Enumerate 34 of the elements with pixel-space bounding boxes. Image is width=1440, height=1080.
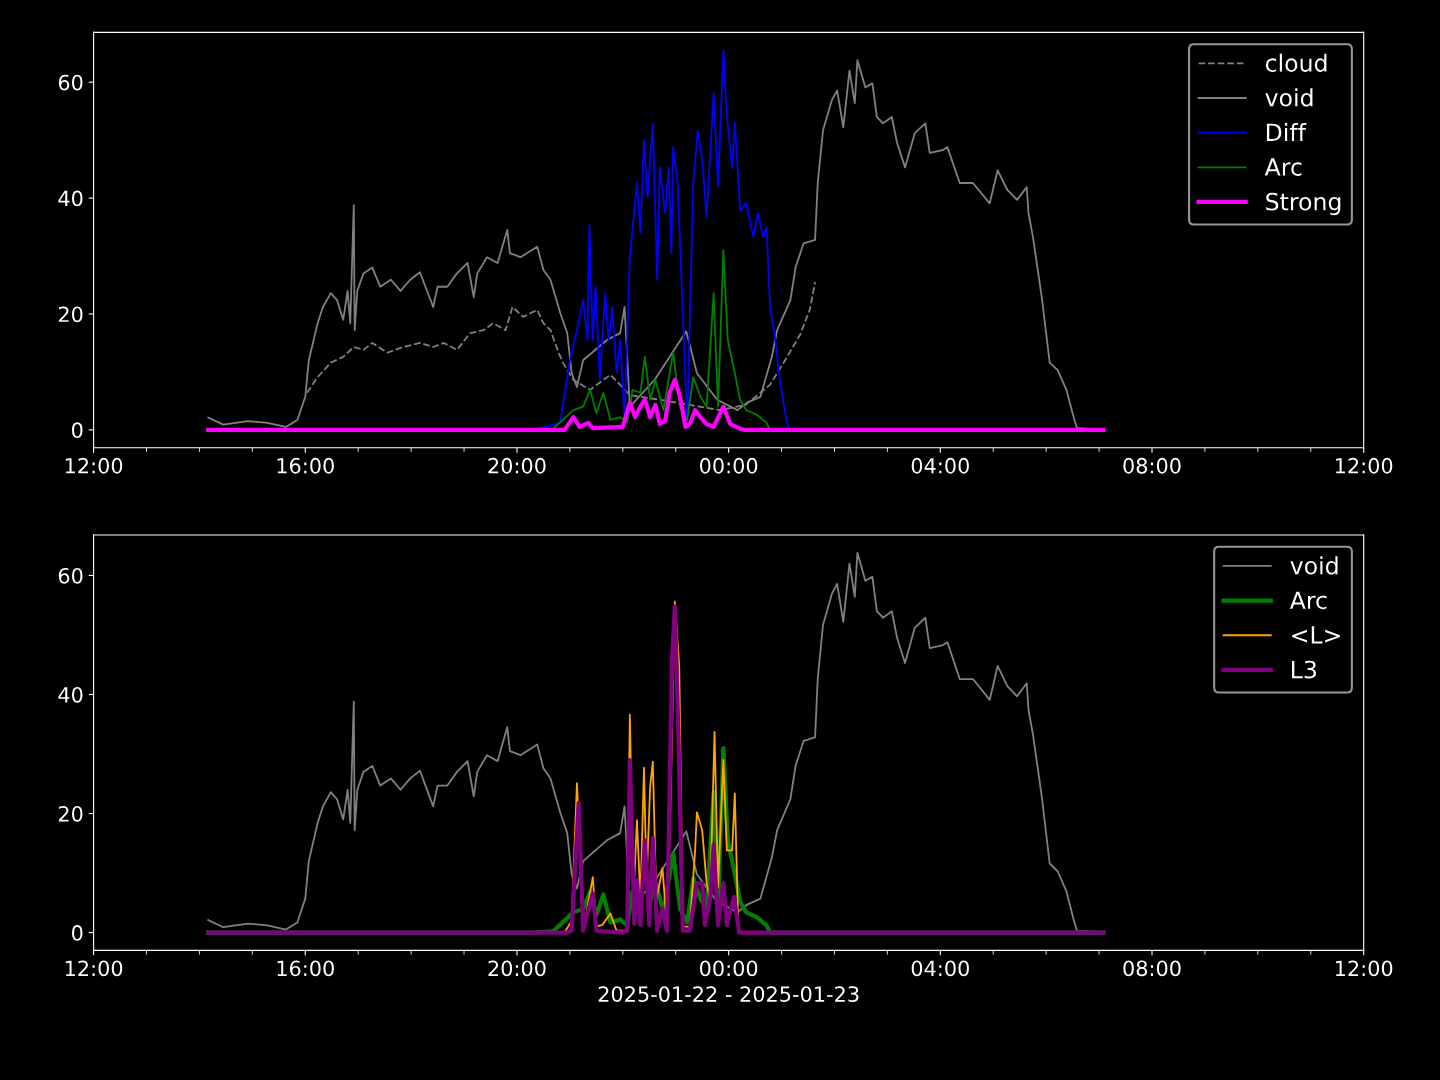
x-tick-label: 08:00 [1123,457,1181,474]
legend-label: void [1290,556,1338,575]
x-tick-label: 08:00 [1123,960,1181,977]
x-tick-label: 04:00 [911,457,969,474]
legend-label: <L> [1292,626,1340,644]
x-tick-label: 12:00 [65,960,123,977]
x-tick-label: 00:00 [699,457,758,474]
y-tick-label: 40 [58,190,83,207]
x-tick-label: 12:00 [65,457,123,474]
y-tick-label: 0 [72,925,83,941]
x-tick-label: 16:00 [277,960,334,977]
x-tick-label: 20:00 [488,457,546,474]
y-tick-label: 20 [58,805,83,822]
y-tick-label: 40 [58,686,83,703]
legend-label: cloud [1265,53,1327,72]
y-tick-label: 60 [58,74,83,91]
line-series [306,281,816,412]
x-tick-label: 00:00 [699,960,758,977]
x-axis-title: 2025-01-22 - 2025-01-23 [598,986,859,1002]
y-tick-label: 60 [58,567,83,584]
line-series [206,377,1106,432]
y-tick-label: 20 [58,306,83,323]
legend-label: Arc [1289,591,1327,610]
x-tick-label: 12:00 [1335,960,1393,977]
legend-label: Diff [1266,122,1307,141]
x-tick-label: 04:00 [911,960,969,977]
legend-label: Arc [1264,158,1302,176]
legend-label: Strong [1266,192,1341,216]
legend-label: L3 [1292,660,1316,679]
x-tick-label: 12:00 [1335,457,1393,474]
x-tick-label: 20:00 [488,960,546,977]
legend-label: void [1265,88,1313,107]
y-tick-label: 0 [72,422,83,439]
x-tick-label: 16:00 [277,457,334,474]
